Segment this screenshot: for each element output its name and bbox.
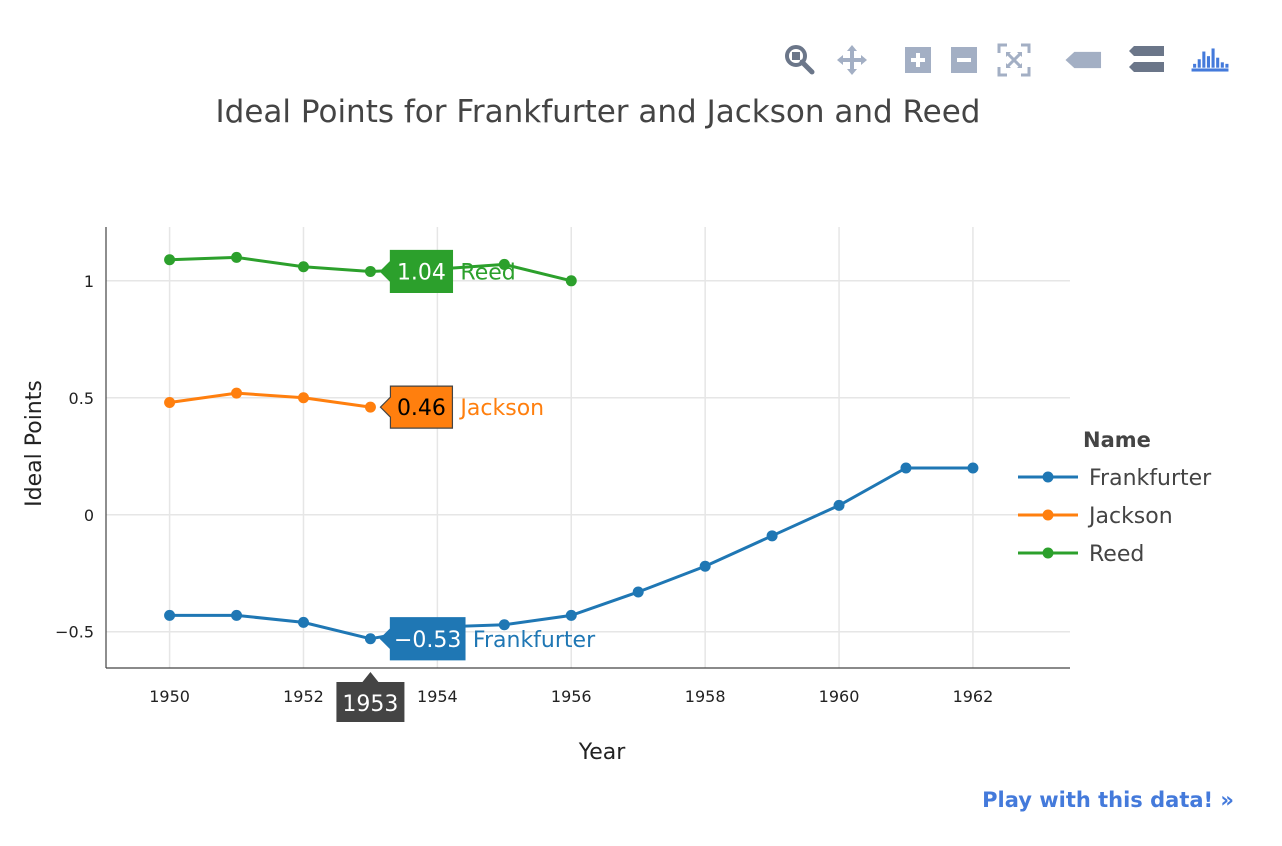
data-point bbox=[967, 462, 979, 474]
zoom-in-icon[interactable] bbox=[898, 40, 938, 80]
data-point bbox=[833, 499, 845, 511]
hover-value: 0.46 bbox=[397, 396, 446, 421]
pan-icon[interactable] bbox=[832, 40, 872, 80]
autoscale-icon[interactable] bbox=[994, 40, 1034, 80]
hover-x-value: 1953 bbox=[342, 692, 398, 717]
hover-label-frankfurter: −0.53 Frankfurter bbox=[379, 617, 596, 661]
hover-x-label: 1953 bbox=[336, 672, 405, 722]
legend-label: Reed bbox=[1089, 542, 1144, 567]
data-point bbox=[632, 586, 644, 598]
data-point bbox=[297, 616, 309, 628]
hover-compare-icon[interactable] bbox=[1128, 40, 1168, 80]
y-tick-label: −0.5 bbox=[55, 623, 94, 642]
data-point bbox=[498, 258, 510, 270]
data-point bbox=[297, 392, 309, 404]
legend-title: Name bbox=[1083, 428, 1151, 452]
legend-marker bbox=[1042, 471, 1054, 483]
data-point bbox=[164, 609, 176, 621]
hover-series-name: Reed bbox=[460, 260, 515, 285]
series-line bbox=[169, 391, 371, 409]
x-axis-title: Year bbox=[578, 740, 627, 765]
x-tick-label: 1956 bbox=[551, 687, 592, 706]
y-tick-label: 1 bbox=[84, 272, 94, 291]
data-point bbox=[231, 609, 243, 621]
data-point bbox=[498, 619, 510, 631]
x-tick-label: 1962 bbox=[953, 687, 994, 706]
hover-value: 1.04 bbox=[397, 260, 446, 285]
data-point bbox=[164, 396, 176, 408]
zoom-icon[interactable] bbox=[780, 40, 820, 80]
chart-title: Ideal Points for Frankfurter and Jackson… bbox=[215, 94, 981, 130]
x-tick-label: 1958 bbox=[685, 687, 726, 706]
zoom-out-icon[interactable] bbox=[944, 40, 984, 80]
series-jackson bbox=[164, 387, 376, 413]
legend-item-reed[interactable]: Reed bbox=[1018, 542, 1144, 567]
hover-x-box bbox=[336, 672, 405, 722]
legend-label: Frankfurter bbox=[1089, 466, 1212, 491]
hover-label-jackson: 0.46 Jackson bbox=[379, 385, 544, 429]
x-tick-label: 1960 bbox=[819, 687, 860, 706]
x-tick-label: 1952 bbox=[283, 687, 324, 706]
legend-marker bbox=[1042, 509, 1054, 521]
data-point bbox=[364, 401, 376, 413]
legend: Name Frankfurter Jackson Reed bbox=[1018, 428, 1212, 567]
hover-label-reed: 1.04 Reed bbox=[379, 249, 516, 294]
data-point bbox=[297, 261, 309, 273]
data-point bbox=[766, 530, 778, 542]
hover-value: −0.53 bbox=[394, 628, 461, 653]
data-point bbox=[231, 387, 243, 399]
hover-closest-icon[interactable] bbox=[1064, 40, 1104, 80]
plotly-logo-icon[interactable] bbox=[1190, 40, 1230, 80]
x-tick-label: 1950 bbox=[149, 687, 190, 706]
y-axis-title: Ideal Points bbox=[22, 380, 47, 507]
data-point bbox=[699, 560, 711, 572]
legend-item-jackson[interactable]: Jackson bbox=[1018, 504, 1173, 529]
y-tick-label: 0 bbox=[84, 506, 94, 525]
hover-box bbox=[379, 249, 454, 294]
hover-box bbox=[379, 617, 466, 661]
grid-lines bbox=[106, 227, 1070, 668]
data-point bbox=[900, 462, 912, 474]
play-with-data-link[interactable]: Play with this data! » bbox=[982, 788, 1234, 812]
x-tick-label: 1954 bbox=[417, 687, 458, 706]
data-point bbox=[565, 609, 577, 621]
hover-box bbox=[379, 385, 454, 429]
data-point bbox=[364, 633, 376, 645]
hover-series-name: Jackson bbox=[458, 396, 544, 421]
y-tick-label: 0.5 bbox=[69, 389, 94, 408]
legend-item-frankfurter[interactable]: Frankfurter bbox=[1018, 466, 1212, 491]
data-point bbox=[231, 251, 243, 263]
data-point bbox=[565, 275, 577, 287]
hover-series-name: Frankfurter bbox=[473, 628, 596, 653]
data-point bbox=[364, 265, 376, 277]
legend-marker bbox=[1042, 547, 1054, 559]
data-point bbox=[164, 254, 176, 266]
legend-label: Jackson bbox=[1087, 504, 1173, 529]
